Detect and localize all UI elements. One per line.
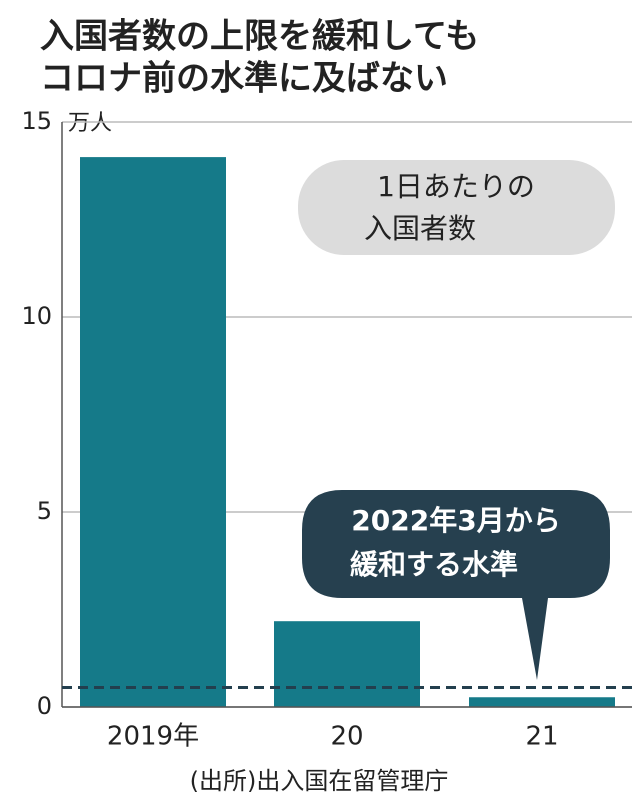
bar (274, 621, 420, 707)
unit-label: 万人 (68, 111, 112, 136)
x-tick-label: 20 (330, 722, 363, 752)
source: (出所)出入国在留管理庁 (190, 767, 449, 795)
y-tick-label: 10 (21, 302, 52, 330)
callout-box (302, 490, 610, 680)
bar (80, 157, 226, 708)
chart-title: コロナ前の水準に及ばない (40, 59, 448, 99)
legend-box (298, 160, 615, 255)
y-tick-label: 5 (37, 497, 52, 525)
callout-text: 2022年3月から (351, 504, 560, 537)
y-tick-label: 15 (21, 107, 52, 135)
callout-text: 緩和する水準 (350, 548, 518, 581)
x-tick-label: 21 (525, 722, 558, 752)
legend-text: 入国者数 (364, 212, 476, 245)
x-tick-label: 2019年 (107, 722, 199, 752)
legend-text: 1日あたりの (377, 170, 535, 203)
chart-title: 入国者数の上限を緩和しても (40, 17, 479, 57)
y-tick-label: 0 (37, 692, 52, 720)
bar (469, 697, 615, 707)
